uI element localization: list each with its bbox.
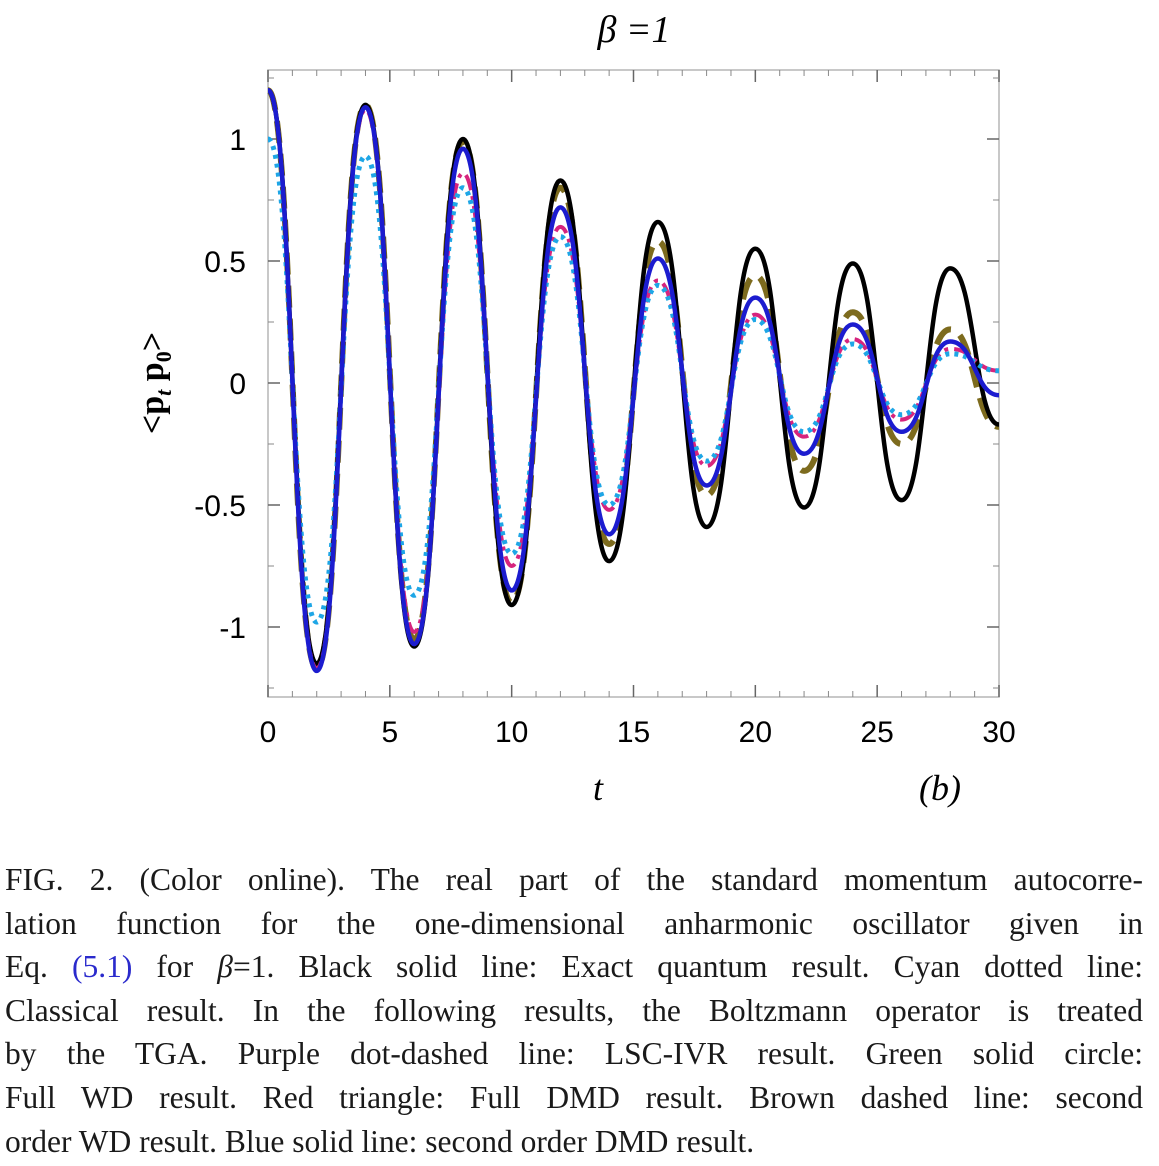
caption-line: lation function for the one-dimensional … (5, 902, 1143, 946)
y-tick-label: 0.5 (204, 246, 246, 279)
caption-text: FIG. 2. (Color online). The real part of… (5, 862, 1143, 897)
caption-text: Eq. (5, 949, 72, 985)
caption-text: lation function for the one-dimensional … (5, 905, 1143, 941)
y-label-open: <p (134, 396, 171, 434)
y-tick-label: -0.5 (194, 490, 246, 523)
x-tick-label: 25 (860, 716, 893, 749)
x-tick-label: 10 (495, 716, 528, 749)
y-label-sub-0: 0 (151, 351, 176, 362)
equation-link[interactable]: (5.1) (71, 949, 133, 985)
caption-line: Classical result. In the following resul… (5, 989, 1143, 1033)
y-label-close: > (134, 332, 171, 351)
y-axis-label: <pt p0> (134, 332, 176, 434)
panel-label: (b) (919, 768, 961, 808)
y-tick-labels: 1 0.5 0 -0.5 -1 (194, 124, 246, 645)
series-line-dotted-1 (265, 136, 1000, 625)
x-tick-label: 15 (617, 716, 650, 749)
caption-line: Eq. (5.1) for β=1. Black solid line: Exa… (5, 945, 1143, 989)
x-tick-label: 20 (739, 716, 772, 749)
x-tick-label: 5 (381, 716, 398, 749)
caption-line: Full WD result. Red triangle: Full DMD r… (5, 1076, 1143, 1120)
series-line-solid-4 (265, 87, 1000, 674)
figure-caption: FIG. 2. (Color online). The real part of… (5, 858, 1143, 1163)
caption-line: by the TGA. Purple dot-dashed line: LSC-… (5, 1032, 1143, 1076)
chart-title: β =1 (596, 9, 670, 51)
y-label-sub-t: t (151, 389, 176, 396)
beta-symbol: β (217, 949, 233, 985)
caption-text: Full WD result. Red triangle: Full DMD r… (5, 1079, 1143, 1115)
caption-text: by the TGA. Purple dot-dashed line: LSC-… (5, 1036, 1143, 1072)
y-tick-label: 0 (229, 368, 246, 401)
figure-panel: β =1 0 5 10 15 20 25 30 1 0.5 0 -0.5 -1 t (b) <pt … (134, 9, 1016, 808)
series-layer (265, 87, 1000, 674)
caption-text: for (132, 949, 218, 985)
caption-text: order WD result. Blue solid line: second… (5, 1123, 755, 1159)
x-tick-label: 30 (982, 716, 1015, 749)
axis-ticks (267, 70, 1000, 697)
caption-text: Classical result. In the following resul… (5, 992, 1143, 1028)
y-tick-label: -1 (219, 612, 246, 645)
caption-text: =1. Black solid line: Exact quantum resu… (232, 949, 1143, 985)
y-label-p: p (134, 362, 171, 389)
x-axis-label: t (593, 768, 604, 808)
x-tick-labels: 0 5 10 15 20 25 30 (260, 716, 1016, 749)
caption-line: order WD result. Blue solid line: second… (5, 1120, 1143, 1164)
caption-line: FIG. 2. (Color online). The real part of… (5, 858, 1143, 902)
svg-text:<pt p0>: <pt p0> (134, 332, 176, 434)
x-tick-label: 0 (260, 716, 277, 749)
y-tick-label: 1 (229, 124, 246, 157)
